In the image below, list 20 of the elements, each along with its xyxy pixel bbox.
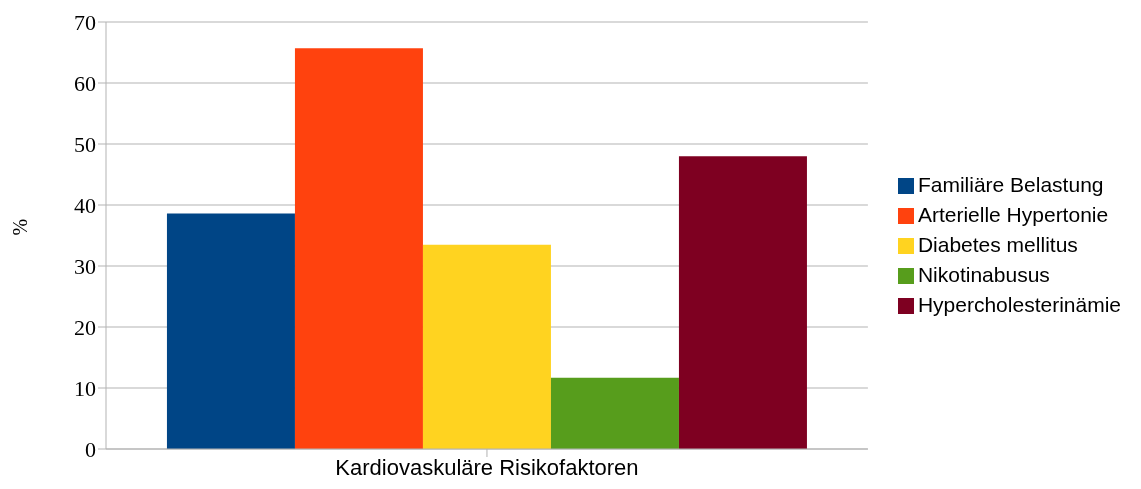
x-tick-label: Kardiovaskuläre Risikofaktoren: [335, 454, 639, 480]
legend-label: Hypercholesterinämie: [917, 292, 1121, 316]
y-tick-label: 10: [74, 375, 96, 401]
legend-label: Arterielle Hypertonie: [917, 202, 1109, 226]
bar: [166, 213, 295, 449]
bar: [678, 156, 807, 449]
legend-label: Familiäre Belastung: [917, 172, 1104, 196]
y-tick-label: 70: [74, 9, 96, 35]
bar: [422, 244, 551, 449]
y-tick-label: 40: [74, 192, 96, 218]
y-tick-label: 50: [74, 131, 96, 157]
y-tick-label: 20: [74, 314, 96, 340]
bar: [550, 377, 679, 449]
y-axis-title: %: [9, 218, 32, 236]
y-tick-label: 0: [85, 436, 96, 462]
y-tick-label: 30: [74, 253, 96, 279]
bar: [294, 48, 423, 449]
legend-label: Diabetes mellitus: [917, 232, 1078, 256]
legend-label: Nikotinabusus: [917, 262, 1050, 286]
y-tick-label: 60: [74, 70, 96, 96]
